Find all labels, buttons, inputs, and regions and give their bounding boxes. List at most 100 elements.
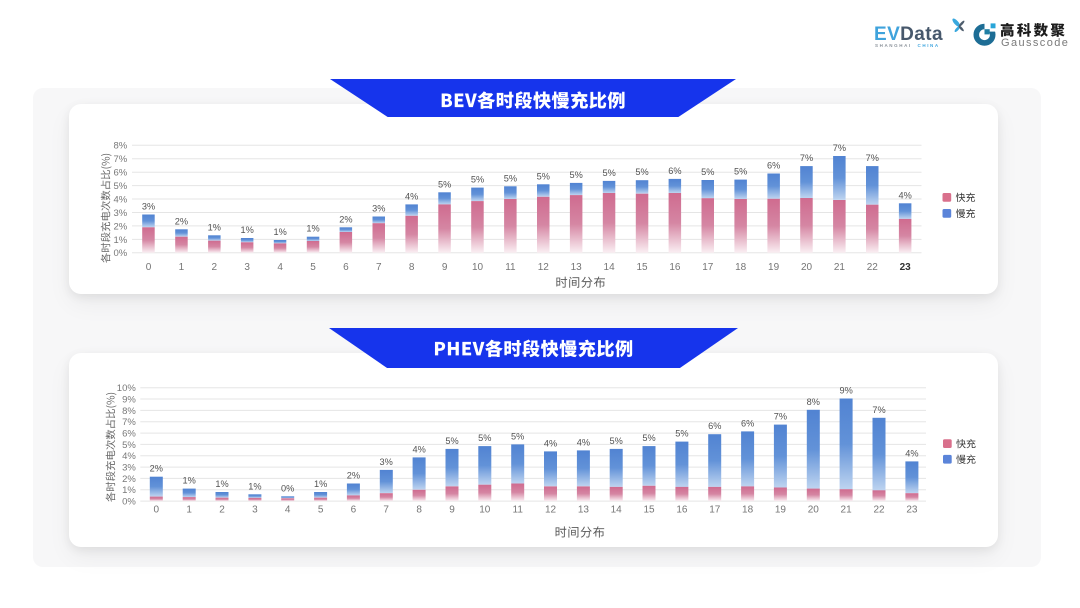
svg-text:5%: 5% — [635, 167, 648, 177]
svg-text:16: 16 — [669, 262, 681, 273]
svg-text:5%: 5% — [537, 171, 550, 181]
svg-text:1%: 1% — [215, 479, 228, 489]
svg-text:22: 22 — [873, 505, 885, 516]
svg-text:2%: 2% — [150, 464, 163, 474]
svg-text:5%: 5% — [701, 167, 714, 177]
svg-text:13: 13 — [578, 505, 590, 516]
svg-text:4%: 4% — [899, 190, 912, 200]
svg-text:1%: 1% — [273, 227, 286, 237]
svg-text:6%: 6% — [122, 429, 136, 440]
svg-text:1: 1 — [179, 262, 185, 273]
svg-text:5%: 5% — [438, 179, 451, 189]
svg-text:1%: 1% — [122, 485, 136, 496]
svg-text:1%: 1% — [248, 481, 261, 491]
svg-text:12: 12 — [538, 262, 550, 273]
svg-text:16: 16 — [676, 505, 688, 516]
svg-text:5%: 5% — [675, 429, 688, 439]
svg-text:1%: 1% — [241, 225, 254, 235]
svg-text:10: 10 — [479, 505, 491, 516]
svg-text:5%: 5% — [113, 181, 127, 192]
svg-text:9%: 9% — [122, 394, 136, 405]
svg-text:3%: 3% — [372, 204, 385, 214]
svg-text:23: 23 — [900, 262, 912, 273]
svg-text:0: 0 — [146, 262, 152, 273]
svg-text:4: 4 — [285, 505, 291, 516]
svg-text:4%: 4% — [122, 451, 136, 462]
svg-text:6%: 6% — [741, 418, 754, 428]
svg-text:1%: 1% — [183, 476, 196, 486]
svg-text:18: 18 — [735, 262, 747, 273]
svg-text:3%: 3% — [122, 463, 136, 474]
svg-text:6%: 6% — [113, 168, 127, 179]
svg-text:4%: 4% — [113, 194, 127, 205]
svg-text:7%: 7% — [800, 153, 813, 163]
svg-text:4%: 4% — [577, 437, 590, 447]
svg-text:9: 9 — [442, 262, 448, 273]
svg-text:10%: 10% — [117, 383, 137, 394]
svg-text:7%: 7% — [774, 412, 787, 422]
svg-text:2%: 2% — [339, 214, 352, 224]
svg-text:17: 17 — [702, 262, 714, 273]
svg-text:6%: 6% — [668, 166, 681, 176]
svg-text:7%: 7% — [872, 405, 885, 415]
svg-text:3%: 3% — [142, 202, 155, 212]
svg-text:7%: 7% — [866, 153, 879, 163]
svg-text:3: 3 — [244, 262, 250, 273]
svg-text:8%: 8% — [113, 141, 127, 152]
svg-text:1%: 1% — [208, 222, 221, 232]
svg-text:6: 6 — [351, 505, 357, 516]
svg-text:3%: 3% — [380, 457, 393, 467]
svg-text:5: 5 — [318, 505, 324, 516]
svg-text:18: 18 — [742, 505, 754, 516]
svg-text:5: 5 — [310, 262, 316, 273]
svg-text:7%: 7% — [833, 143, 846, 153]
svg-text:5%: 5% — [610, 436, 623, 446]
svg-text:2%: 2% — [113, 221, 127, 232]
svg-text:1%: 1% — [314, 479, 327, 489]
svg-text:0: 0 — [154, 505, 160, 516]
svg-text:2%: 2% — [347, 471, 360, 481]
svg-text:21: 21 — [841, 505, 853, 516]
svg-text:0%: 0% — [122, 497, 136, 508]
svg-text:5%: 5% — [570, 170, 583, 180]
svg-text:8: 8 — [416, 505, 422, 516]
svg-text:6%: 6% — [708, 421, 721, 431]
svg-text:11: 11 — [505, 262, 516, 273]
svg-text:6: 6 — [343, 262, 349, 273]
svg-text:7: 7 — [376, 262, 382, 273]
svg-text:7%: 7% — [122, 417, 136, 428]
svg-text:21: 21 — [834, 262, 846, 273]
svg-text:8%: 8% — [122, 406, 136, 417]
svg-text:20: 20 — [808, 505, 820, 516]
svg-text:13: 13 — [571, 262, 583, 273]
svg-text:5%: 5% — [478, 433, 491, 443]
svg-text:2%: 2% — [122, 474, 136, 485]
svg-text:1%: 1% — [113, 235, 127, 246]
svg-text:4%: 4% — [405, 191, 418, 201]
svg-text:3%: 3% — [113, 208, 127, 219]
svg-text:19: 19 — [768, 262, 780, 273]
svg-text:6%: 6% — [767, 161, 780, 171]
svg-text:8%: 8% — [807, 397, 820, 407]
svg-text:4%: 4% — [544, 438, 557, 448]
svg-text:5%: 5% — [504, 173, 517, 183]
svg-text:19: 19 — [775, 505, 787, 516]
svg-text:3: 3 — [252, 505, 258, 516]
svg-text:2%: 2% — [175, 216, 188, 226]
svg-text:5%: 5% — [445, 436, 458, 446]
svg-text:5%: 5% — [511, 431, 524, 441]
svg-text:12: 12 — [545, 505, 557, 516]
svg-text:14: 14 — [604, 262, 616, 273]
svg-text:0%: 0% — [281, 483, 294, 493]
svg-text:9%: 9% — [839, 386, 852, 396]
svg-text:5%: 5% — [471, 175, 484, 185]
svg-text:1: 1 — [186, 505, 192, 516]
svg-text:10: 10 — [472, 262, 484, 273]
svg-text:5%: 5% — [734, 167, 747, 177]
svg-text:2: 2 — [219, 505, 225, 516]
svg-text:9: 9 — [449, 505, 455, 516]
svg-text:4%: 4% — [412, 444, 425, 454]
svg-text:5%: 5% — [642, 433, 655, 443]
svg-text:4%: 4% — [905, 448, 918, 458]
svg-text:5%: 5% — [122, 440, 136, 451]
